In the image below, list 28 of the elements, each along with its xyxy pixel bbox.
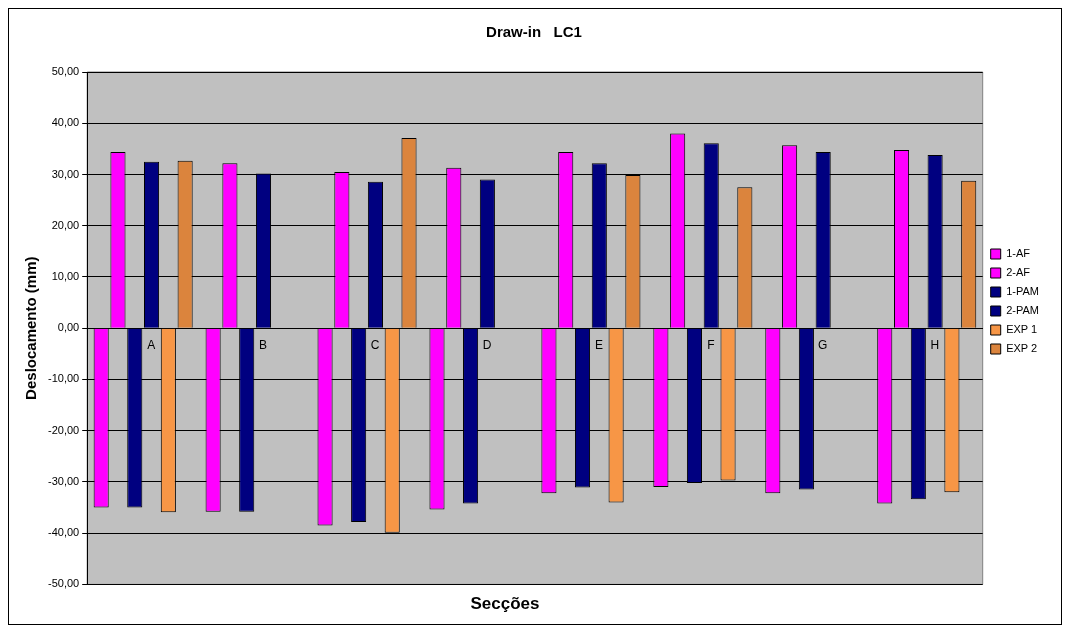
legend-label: 2-AF [1006, 266, 1031, 279]
x-tick-label: A [147, 337, 156, 352]
legend-label: 1-PAM [1006, 285, 1040, 298]
y-tick-label: 40,00 [51, 116, 80, 129]
y-tick-label: -20,00 [47, 423, 80, 436]
legend-label: EXP 1 [1006, 323, 1038, 336]
legend-label: 2-PAM [1006, 304, 1040, 317]
x-tick-label: D [482, 337, 492, 352]
y-axis-title: Deslocamento (mm) [22, 256, 40, 400]
legend-label: EXP 2 [1006, 342, 1038, 355]
x-tick-label: G [818, 337, 828, 352]
x-axis-title: Secções [469, 594, 541, 615]
y-tick-label: 20,00 [51, 218, 80, 231]
y-tick-label: 10,00 [51, 269, 80, 282]
y-tick-label: 0,00 [57, 321, 80, 334]
y-tick-label: 30,00 [51, 167, 80, 180]
y-tick-label: -10,00 [47, 372, 80, 385]
y-tick-label: -30,00 [47, 474, 80, 487]
x-tick-label: F [707, 337, 715, 352]
x-tick-label: C [370, 337, 380, 352]
chart-title: Draw-in LC1 [486, 23, 582, 41]
x-tick-label: E [594, 337, 603, 352]
y-tick-label: -50,00 [47, 577, 80, 590]
y-tick-label: 50,00 [51, 65, 80, 78]
x-tick-label: B [259, 337, 268, 352]
legend-label: 1-AF [1006, 247, 1031, 260]
x-tick-label: H [930, 337, 940, 352]
y-tick-label: -40,00 [47, 526, 80, 539]
